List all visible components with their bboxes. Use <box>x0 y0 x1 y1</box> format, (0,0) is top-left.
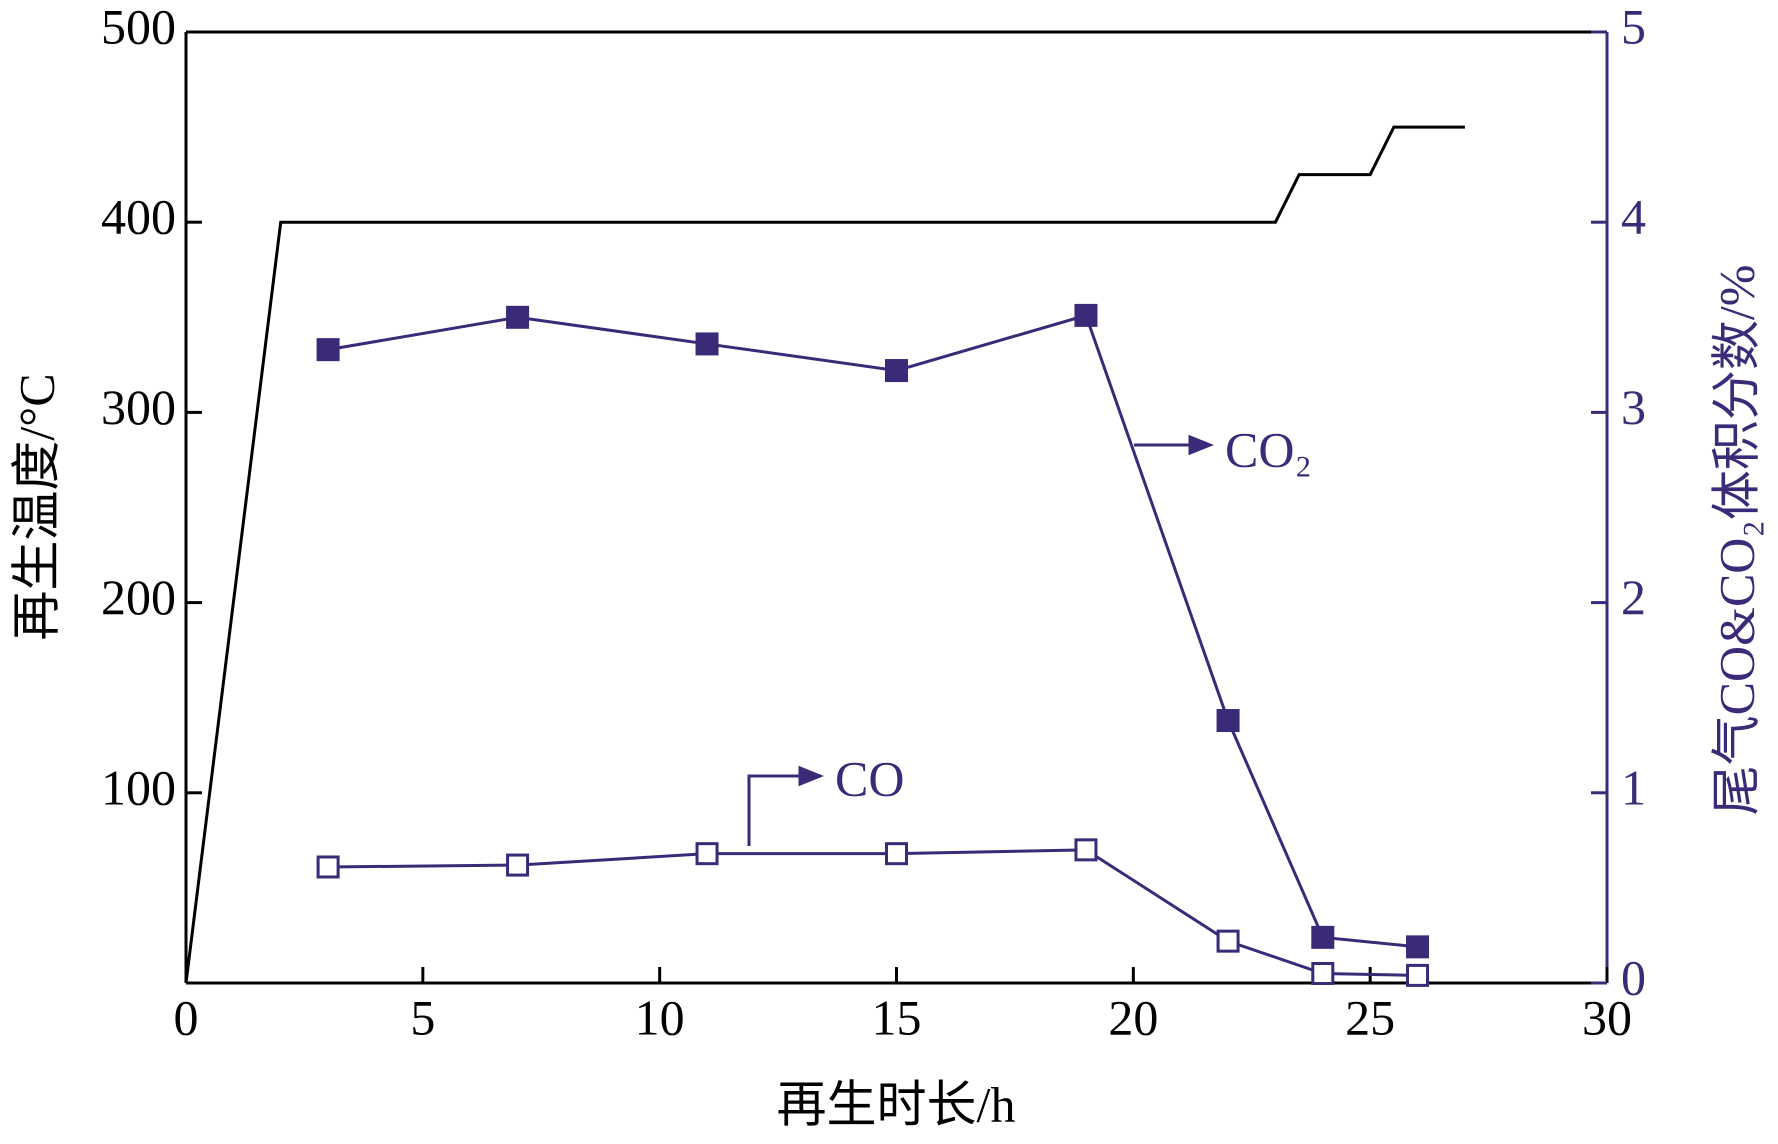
y2-tick-label: 2 <box>1621 569 1646 625</box>
y2-tick-label: 1 <box>1621 759 1646 815</box>
x-tick-label: 5 <box>410 989 435 1045</box>
series-annotation: CO₂ <box>1225 421 1312 477</box>
x-tick-label: 10 <box>635 989 685 1045</box>
y-tick-label: 500 <box>101 0 176 54</box>
point <box>506 305 530 329</box>
x-tick-label: 15 <box>872 989 922 1045</box>
y-tick-label: 400 <box>101 189 176 245</box>
series-line <box>184 125 1465 984</box>
series-line <box>327 313 1418 949</box>
x-tick-label: 20 <box>1108 989 1158 1045</box>
point <box>1406 963 1430 987</box>
series-line <box>328 848 1418 977</box>
point <box>1074 303 1098 327</box>
point <box>1074 838 1098 862</box>
y-tick-label: 300 <box>101 379 176 435</box>
point <box>695 332 719 356</box>
arrow-head <box>1188 434 1215 456</box>
point <box>885 842 908 866</box>
point <box>1406 935 1430 959</box>
point <box>885 359 908 383</box>
point <box>1216 709 1240 733</box>
y2-axis-label: 尾气CO&CO₂体积分数/% <box>1708 265 1764 816</box>
point <box>695 842 719 866</box>
point <box>1311 961 1335 985</box>
annotation-arrows <box>747 434 1215 846</box>
point <box>316 338 340 362</box>
x-tick-label: 0 <box>174 989 199 1045</box>
series-annotation: CO <box>835 750 904 806</box>
y2-tick-label: 5 <box>1621 0 1646 54</box>
y2-tick-label: 3 <box>1621 379 1646 435</box>
point <box>1216 929 1240 953</box>
y-axis-label: 再生温度/°C <box>8 373 64 640</box>
y2-tick-label: 4 <box>1621 189 1646 245</box>
x-tick-label: 30 <box>1582 989 1632 1045</box>
point <box>316 855 340 879</box>
y-tick-label: 100 <box>101 759 176 815</box>
x-axis-label: 再生时长/h <box>777 1076 1016 1132</box>
x-tick-label: 25 <box>1345 989 1395 1045</box>
y-tick-label: 200 <box>101 569 176 625</box>
y2-tick-label: 0 <box>1621 949 1646 1005</box>
point <box>1311 925 1335 949</box>
point <box>506 853 530 877</box>
arrow-line <box>747 774 805 846</box>
arrow-head <box>798 765 825 787</box>
